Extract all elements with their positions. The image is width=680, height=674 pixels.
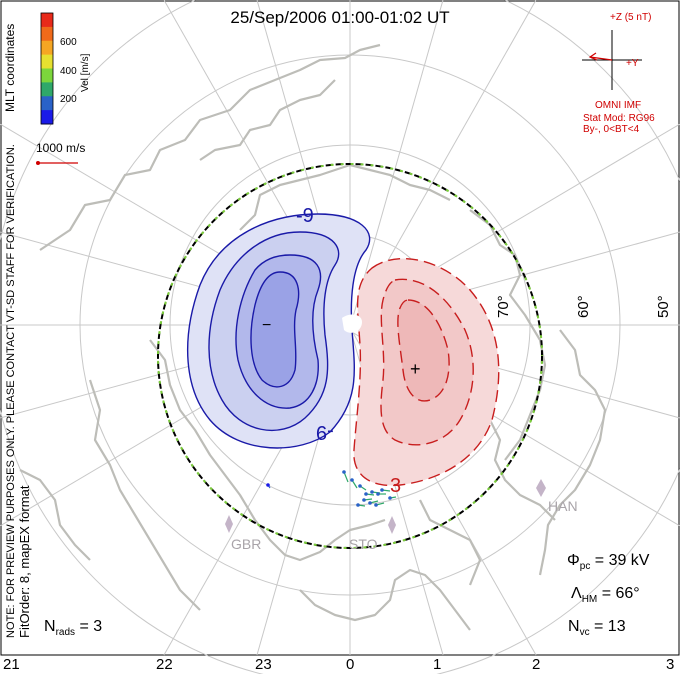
station-marker-gbr <box>225 515 233 533</box>
imf-y-label: +Y <box>626 58 639 69</box>
colorbar-tick-400: 400 <box>60 66 77 77</box>
nrads-stat: Nrads = 3 <box>44 618 103 639</box>
reference-vector <box>36 161 78 165</box>
stat-model-label: Stat Mod: RG96 <box>583 113 655 124</box>
colorbar-label: Vel [m/s] <box>80 53 91 92</box>
imf-source-label: OMNI IMF <box>595 100 642 111</box>
colorbar-tick-600: 600 <box>60 37 77 48</box>
potential-min-marker: − <box>262 317 272 334</box>
lat-label-70: 70° <box>495 295 512 318</box>
colorbar-frame <box>40 12 54 125</box>
preview-note: NOTE: FOR PREVIEW PURPOSES ONLY. PLEASE … <box>5 144 17 638</box>
map-title: 25/Sep/2006 01:00-01:02 UT <box>230 8 450 27</box>
phi-pc-stat: Φpc = 39 kV <box>567 552 650 573</box>
mlt-tick-21: 21 <box>3 656 20 673</box>
lat-label-60: 60° <box>575 295 592 318</box>
colorbar-swatch <box>41 40 53 56</box>
hm-boundary-light <box>157 163 543 549</box>
mlt-tick-3: 3 <box>666 656 675 673</box>
mlt-coordinates-label: MLT coordinates <box>3 23 17 112</box>
positive-contour-label: 3 <box>390 475 402 497</box>
lambda-hm-stat: ΛHM = 66° <box>571 585 640 606</box>
colorbar-swatch <box>41 96 53 111</box>
colorbar-swatch <box>41 54 53 70</box>
mlt-tick-22: 22 <box>156 656 173 673</box>
positive-potential-cell <box>353 258 500 487</box>
station-marker-sto <box>388 516 396 534</box>
coastlines <box>19 43 607 631</box>
negative-potential-cell <box>187 213 371 449</box>
station-markers <box>225 479 546 534</box>
velocity-vectors <box>266 470 397 507</box>
imf-vector <box>588 52 613 61</box>
nvc-stat: Nvc = 13 <box>568 618 626 639</box>
negative-contour-4 <box>250 271 300 388</box>
negative-contour-label-top: -9 <box>296 205 314 227</box>
colorbar-swatch <box>41 13 53 28</box>
colorbar-swatch <box>41 68 53 83</box>
colorbar <box>41 13 53 125</box>
imf-conditions-label: By-, 0<BT<4 <box>583 124 640 135</box>
station-gbr: GBR <box>231 536 262 552</box>
mlt-tick-2: 2 <box>532 656 541 673</box>
colorbar-swatch <box>41 110 53 125</box>
station-marker-han <box>536 479 546 497</box>
positive-contour-3 <box>397 299 450 402</box>
negative-contour-label-bottom: -9 <box>316 421 334 443</box>
station-sto: STO <box>349 536 378 552</box>
colorbar-swatch <box>41 82 53 97</box>
pole-gap <box>342 314 362 333</box>
potential-max-marker: + <box>410 359 421 379</box>
colorbar-swatch <box>41 26 53 42</box>
imf-z-label: +Z (5 nT) <box>610 12 652 23</box>
mlt-tick-0: 0 <box>346 656 355 673</box>
colorbar-tick-200: 200 <box>60 94 77 105</box>
reference-vector-label: 1000 m/s <box>36 141 86 155</box>
fit-order-label: FitOrder: 8, mapEX format <box>17 485 32 638</box>
station-han: HAN <box>548 498 578 514</box>
mlt-tick-23: 23 <box>255 656 272 673</box>
plot-frame <box>0 0 680 656</box>
mlt-tick-1: 1 <box>433 656 442 673</box>
lat-label-50: 50° <box>655 295 672 318</box>
